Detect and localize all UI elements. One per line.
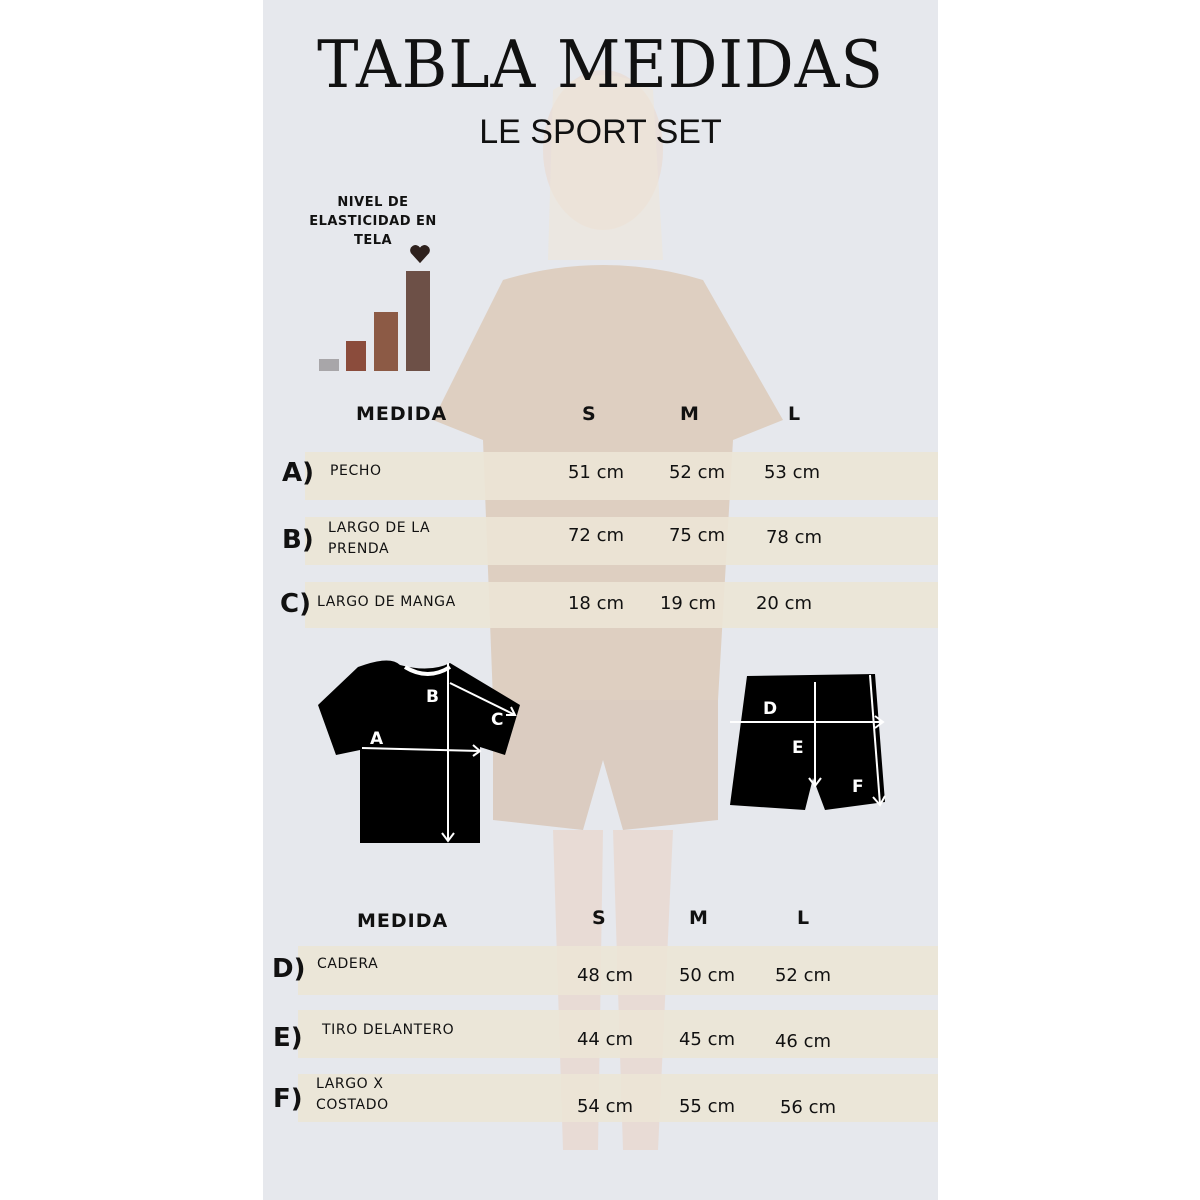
- header-m: M: [680, 403, 700, 425]
- row-label: LARGO DE LA PRENDA: [328, 518, 430, 560]
- value-l: 78 cm: [765, 527, 823, 548]
- header-m: M: [689, 907, 709, 929]
- row-letter: D): [272, 954, 306, 984]
- value-l: 52 cm: [774, 965, 832, 986]
- header-medida: MEDIDA: [356, 403, 448, 425]
- row-label-line: PRENDA: [328, 541, 390, 557]
- value-s: 72 cm: [567, 525, 625, 546]
- label-c: C: [491, 710, 503, 730]
- row-letter: A): [282, 458, 315, 488]
- heart-icon: [409, 244, 431, 264]
- value-s: 51 cm: [567, 462, 625, 483]
- value-s: 54 cm: [576, 1096, 634, 1117]
- label-b: B: [426, 687, 439, 707]
- value-m: 55 cm: [678, 1096, 736, 1117]
- row-letter: F): [273, 1084, 303, 1114]
- value-s: 48 cm: [576, 965, 634, 986]
- page-title: TABLA MEDIDAS: [317, 26, 884, 103]
- value-m: 45 cm: [678, 1029, 736, 1050]
- elasticity-label-line: ELASTICIDAD EN: [309, 214, 437, 229]
- header-s: S: [582, 403, 597, 425]
- header-medida: MEDIDA: [357, 910, 449, 932]
- label-a: A: [370, 729, 384, 749]
- header-l: L: [797, 907, 811, 929]
- value-m: 52 cm: [668, 462, 726, 483]
- elasticity-bar-3: [374, 312, 398, 371]
- value-m: 19 cm: [659, 593, 717, 614]
- row-letter: E): [273, 1023, 303, 1053]
- header-s: S: [592, 907, 607, 929]
- row-label: LARGO X COSTADO: [316, 1074, 389, 1116]
- product-subtitle: LE SPORT SET: [479, 113, 722, 151]
- row-letter: C): [280, 589, 311, 619]
- header-l: L: [788, 403, 802, 425]
- row-label: LARGO DE MANGA: [317, 594, 456, 610]
- row-letter: B): [282, 525, 314, 555]
- row-label: TIRO DELANTERO: [322, 1022, 455, 1038]
- elasticity-bar-4: [406, 271, 430, 371]
- shorts-diagram: D E F: [730, 674, 886, 810]
- value-l: 20 cm: [755, 593, 813, 614]
- elasticity-label-line: TELA: [353, 233, 393, 248]
- label-d: D: [763, 699, 777, 719]
- elasticity-label: NIVEL DE ELASTICIDAD EN TELA: [300, 193, 446, 250]
- row-label-line: LARGO DE LA: [328, 520, 431, 536]
- value-l: 56 cm: [779, 1097, 837, 1118]
- row-label-line: COSTADO: [316, 1097, 389, 1113]
- row-label: CADERA: [317, 956, 379, 972]
- row-label: PECHO: [330, 463, 382, 479]
- value-m: 50 cm: [678, 965, 736, 986]
- value-l: 46 cm: [774, 1031, 832, 1052]
- value-s: 44 cm: [576, 1029, 634, 1050]
- elasticity-bar-2: [346, 341, 366, 371]
- row-label-line: LARGO X: [316, 1076, 384, 1092]
- value-s: 18 cm: [567, 593, 625, 614]
- label-e: E: [792, 738, 804, 758]
- value-l: 53 cm: [763, 462, 821, 483]
- label-f: F: [852, 777, 864, 797]
- value-m: 75 cm: [668, 525, 726, 546]
- shirt-diagram: A B C: [318, 660, 520, 843]
- elasticity-label-line: NIVEL DE: [337, 195, 409, 210]
- elasticity-bar-1: [319, 359, 339, 371]
